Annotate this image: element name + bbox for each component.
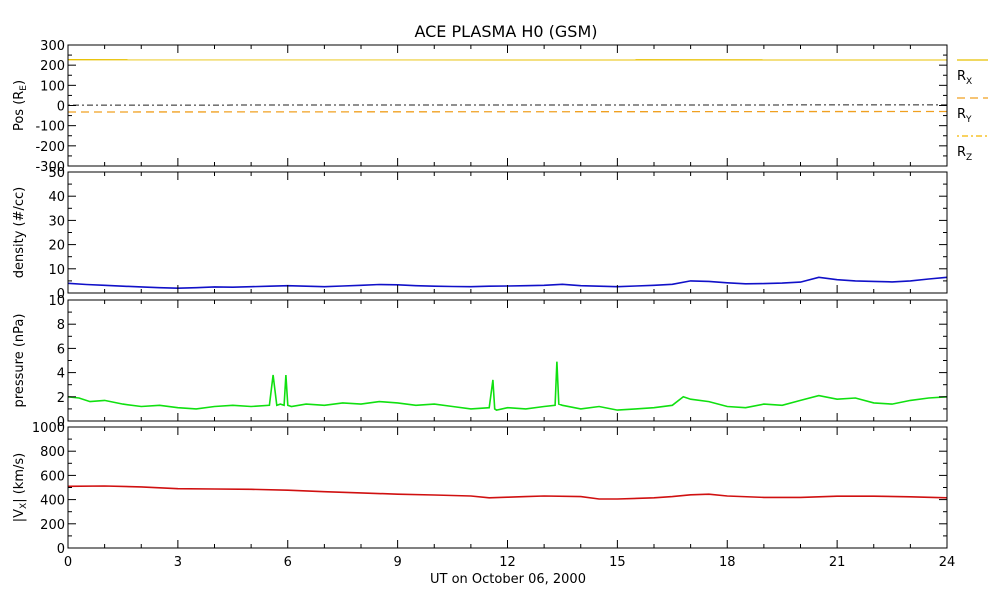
x-tick-label: 12 <box>499 555 516 570</box>
panel-pressure: 10 8 6 4 2 0 pressure (nPa) <box>12 294 948 430</box>
y-tick-label-density: 0 <box>57 287 65 302</box>
y-tick-label-velocity: 400 <box>40 494 65 509</box>
y-tick-label-velocity: 0 <box>57 542 65 557</box>
panel-position: 300 200 100 0 -100 -200 -300 Pos (RE) RX RY RZ <box>12 39 988 175</box>
legend-label-ry: RY <box>957 107 972 125</box>
y-tick-label-density: 10 <box>48 263 65 278</box>
series-line-position-ry <box>67 110 948 113</box>
x-tick-label: 0 <box>64 555 72 570</box>
legend-label-rz: RZ <box>957 145 972 163</box>
y-tick-label-position: -100 <box>35 120 65 135</box>
panel-density: 50 40 30 20 10 0 density (#/cc) <box>12 166 948 302</box>
y-tick-label-pressure: 4 <box>57 367 65 382</box>
legend: RX RY RZ <box>957 59 988 163</box>
y-tick-label-density: 50 <box>48 166 65 181</box>
x-axis-label: UT on October 06, 2000 <box>430 572 586 587</box>
series-line-pressure-pressure <box>67 361 948 411</box>
y-tick-label-density: 30 <box>48 214 65 229</box>
y-axis-label-velocity: |VX| (km/s) <box>12 453 29 522</box>
y-tick-label-pressure: 0 <box>57 415 65 430</box>
y-tick-label-position: 100 <box>40 79 65 94</box>
y-tick-label-velocity: 1000 <box>32 421 65 436</box>
y-axis-label-density: density (#/cc) <box>12 187 27 279</box>
y-tick-label-position: -300 <box>35 160 65 175</box>
x-axis: 0 3 6 9 12 15 18 21 24 <box>64 555 955 570</box>
y-tick-label-velocity: 800 <box>40 445 65 460</box>
y-axis-label-pressure: pressure (nPa) <box>12 314 27 408</box>
y-tick-label-pressure: 6 <box>57 342 65 357</box>
panel-frame-pressure <box>67 299 948 422</box>
x-tick-label: 18 <box>719 555 736 570</box>
x-tick-label: 6 <box>284 555 292 570</box>
y-tick-label-position: 0 <box>57 100 65 115</box>
x-tick-label: 9 <box>393 555 401 570</box>
y-tick-label-velocity: 600 <box>40 469 65 484</box>
x-tick-label: 21 <box>829 555 846 570</box>
chart-title: ACE PLASMA H0 (GSM) <box>414 22 597 41</box>
y-tick-label-position: -200 <box>35 140 65 155</box>
y-tick-label-position: 300 <box>40 39 65 54</box>
y-tick-label-pressure: 2 <box>57 391 65 406</box>
y-tick-label-density: 40 <box>48 190 65 205</box>
legend-label-rx: RX <box>957 69 972 87</box>
x-tick-label: 3 <box>174 555 182 570</box>
y-tick-label-density: 20 <box>48 239 65 254</box>
y-tick-label-pressure: 10 <box>48 294 65 309</box>
y-tick-label-position: 200 <box>40 59 65 74</box>
x-tick-label: 24 <box>939 555 956 570</box>
series-line-velocity-vx <box>67 485 948 500</box>
panel-frame-velocity <box>67 426 948 549</box>
y-tick-label-velocity: 200 <box>40 518 65 533</box>
y-axis-label-position: Pos (RE) <box>12 80 29 131</box>
y-tick-label-pressure: 8 <box>57 318 65 333</box>
panel-frame-density <box>67 171 948 294</box>
x-tick-label: 15 <box>609 555 626 570</box>
panel-velocity: 1000 800 600 400 200 0 |VX| (km/s) <box>12 421 948 557</box>
